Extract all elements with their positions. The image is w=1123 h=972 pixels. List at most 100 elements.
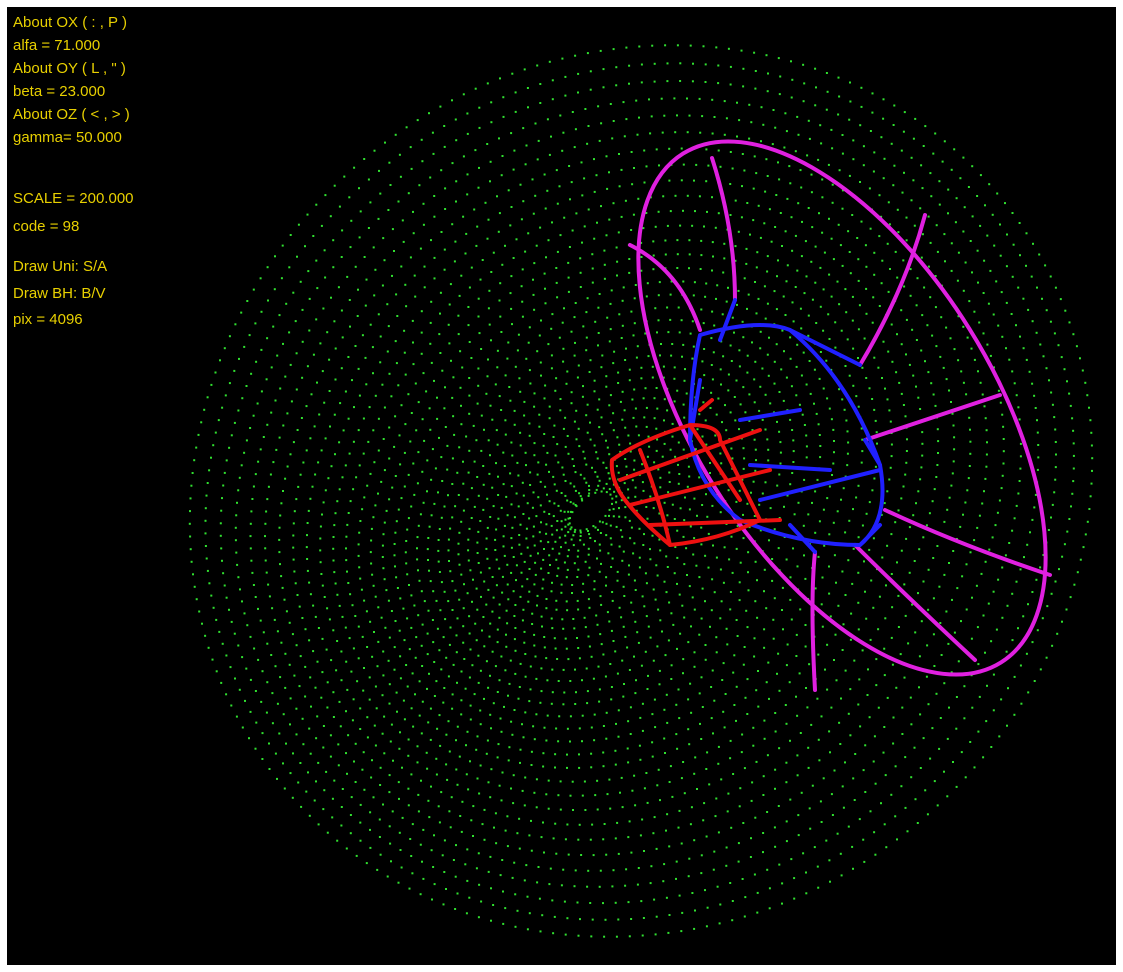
point <box>873 356 876 359</box>
point <box>488 323 491 326</box>
point <box>435 757 438 760</box>
point <box>296 255 298 258</box>
point <box>696 788 698 790</box>
point <box>598 688 601 691</box>
point <box>940 654 943 656</box>
point <box>547 572 550 574</box>
point <box>735 685 738 688</box>
point <box>600 416 603 419</box>
point <box>378 169 380 172</box>
point <box>944 260 946 263</box>
point <box>571 458 574 461</box>
point <box>616 274 618 277</box>
point <box>603 249 606 252</box>
point <box>504 419 507 422</box>
point <box>764 190 767 193</box>
point <box>405 126 408 129</box>
point <box>546 714 549 717</box>
point <box>443 125 446 127</box>
point <box>1056 632 1059 635</box>
point <box>936 428 939 431</box>
point <box>1072 429 1075 432</box>
point <box>903 285 906 288</box>
point <box>737 289 740 292</box>
point <box>544 302 547 305</box>
point <box>665 555 668 558</box>
point <box>329 755 332 758</box>
point <box>993 244 996 247</box>
point <box>334 512 337 515</box>
point <box>407 787 410 790</box>
point <box>695 163 698 166</box>
point <box>719 568 722 571</box>
point <box>390 723 393 726</box>
point <box>830 418 833 421</box>
point <box>678 593 681 596</box>
point <box>483 697 485 700</box>
point <box>802 351 805 354</box>
point <box>526 546 529 549</box>
point <box>890 443 893 446</box>
point <box>440 456 443 459</box>
point <box>291 633 294 636</box>
point <box>596 808 599 811</box>
point <box>449 527 452 530</box>
point <box>645 425 648 428</box>
point <box>504 244 506 247</box>
point <box>412 462 415 465</box>
point <box>1023 556 1025 559</box>
point <box>755 459 757 462</box>
point <box>517 697 520 700</box>
point <box>249 427 252 429</box>
point <box>551 627 554 630</box>
point <box>605 522 608 525</box>
point <box>846 452 849 455</box>
point <box>580 161 583 164</box>
point <box>562 668 565 671</box>
point <box>740 751 743 754</box>
point <box>670 280 673 283</box>
point <box>817 158 820 161</box>
point <box>608 514 610 517</box>
point <box>935 345 938 348</box>
point <box>1046 605 1049 608</box>
point <box>611 497 614 500</box>
point <box>457 494 460 496</box>
point <box>784 704 787 706</box>
point <box>668 845 671 848</box>
point <box>701 115 704 118</box>
point <box>342 429 345 432</box>
point <box>512 590 515 593</box>
point <box>520 552 523 555</box>
point <box>786 643 789 646</box>
point <box>907 642 910 645</box>
point <box>540 567 543 570</box>
point <box>677 826 680 829</box>
point <box>704 63 707 66</box>
point <box>524 776 527 779</box>
point <box>545 739 548 742</box>
point <box>520 218 523 221</box>
point <box>555 852 558 855</box>
point <box>882 177 885 180</box>
point <box>500 506 503 509</box>
point <box>321 584 324 587</box>
point <box>483 808 486 811</box>
point <box>524 451 527 454</box>
point <box>628 820 631 823</box>
point <box>871 321 874 324</box>
point <box>884 387 886 390</box>
point <box>741 478 744 481</box>
point <box>349 500 352 503</box>
point <box>610 289 613 292</box>
point <box>280 641 283 644</box>
point <box>257 460 260 463</box>
point <box>1054 466 1057 469</box>
point <box>570 526 573 529</box>
point <box>616 436 619 439</box>
point <box>458 446 461 449</box>
point <box>1082 546 1085 549</box>
point <box>458 531 461 534</box>
point <box>489 796 492 799</box>
info-line: alfa = 71.000 <box>13 37 100 54</box>
